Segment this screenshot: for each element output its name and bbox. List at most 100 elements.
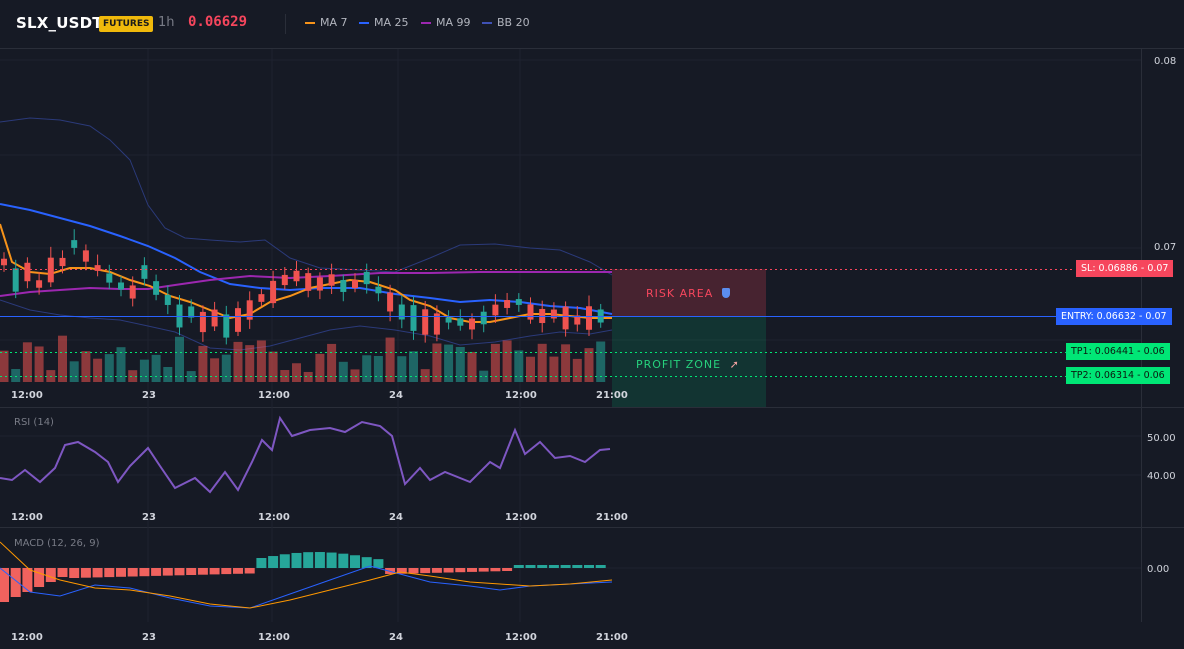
candle-body <box>270 280 277 304</box>
macd-histogram-bar <box>467 568 477 572</box>
macd-histogram-bar <box>104 568 115 578</box>
volume-bar <box>596 341 606 382</box>
volume-bar <box>526 356 535 382</box>
macd-title: MACD (12, 26, 9) <box>14 538 100 549</box>
time-label: 12:00 <box>11 632 43 643</box>
symbol-name[interactable]: SLX_USDT <box>16 14 103 32</box>
sl-axis-value: 0.07 <box>1147 263 1169 274</box>
volume-bar <box>303 371 313 382</box>
profit-zone-text: PROFIT ZONE <box>636 358 722 371</box>
candle-body <box>316 277 323 291</box>
macd-histogram-bar <box>572 565 583 568</box>
ma7-line <box>0 223 612 323</box>
volume-bar <box>409 351 418 382</box>
volume-bar <box>268 351 278 382</box>
time-label: 12:00 <box>258 632 290 643</box>
volume-bar <box>455 346 465 382</box>
candle-body <box>574 315 581 325</box>
candle-body <box>293 270 300 282</box>
tp1-price-tag[interactable]: TP1: 0.06441 - 0.06 <box>1066 343 1170 360</box>
volume-bar <box>432 343 442 382</box>
macd-histogram-bar <box>197 568 208 575</box>
macd-histogram-bar <box>548 565 559 568</box>
candle-body <box>211 309 218 327</box>
entry-price-tag[interactable]: ENTRY: 0.06632 - 0.07 <box>1056 308 1172 325</box>
candle-body <box>94 265 101 271</box>
grid <box>0 49 1141 622</box>
volume-bar <box>139 359 149 382</box>
risk-area-text: RISK AREA <box>646 287 714 300</box>
volume-bar <box>0 350 9 382</box>
legend-ma99[interactable]: MA 99 <box>421 16 471 29</box>
macd-histogram-bar <box>209 568 220 575</box>
time-label: 24 <box>389 512 403 523</box>
candlesticks[interactable] <box>1 229 604 345</box>
legend-bb20[interactable]: BB 20 <box>482 16 530 29</box>
candle-body <box>106 273 113 283</box>
risk-area-label: RISK AREA <box>646 287 730 300</box>
volume-bar <box>373 355 383 382</box>
candle-body <box>223 314 230 338</box>
volume-bar <box>175 336 184 382</box>
candle-body <box>433 313 440 335</box>
macd-histogram-bar <box>408 568 419 574</box>
last-price: 0.06629 <box>188 14 248 30</box>
candle-body <box>118 282 124 290</box>
interval-label[interactable]: 1h <box>158 15 175 30</box>
bollinger-bands <box>0 117 613 351</box>
sl-price-tag[interactable]: SL: 0.06886 - 0.07 <box>1076 260 1174 277</box>
volume-bar <box>420 369 430 382</box>
legend-ma7-label: MA 7 <box>320 16 348 29</box>
volume-bar <box>198 345 208 382</box>
entry-axis-value: 0.07 <box>1145 311 1167 322</box>
candle-body <box>352 279 358 289</box>
candle-body <box>398 304 405 320</box>
candle-body <box>188 306 195 318</box>
macd-axis-label: 0.00 <box>1147 564 1169 575</box>
volume-bar <box>11 369 21 382</box>
volume-bar <box>444 344 454 382</box>
volume-bar <box>467 351 477 382</box>
tp2-price-tag[interactable]: TP2: 0.06314 - 0.06 <box>1066 367 1170 384</box>
macd-histogram-bar <box>291 552 302 568</box>
tp2-axis-value: 0.06 <box>1143 370 1165 381</box>
legend-ma7[interactable]: MA 7 <box>305 16 348 29</box>
candle-body <box>235 308 241 332</box>
macd-histogram-bar <box>431 568 442 573</box>
rsi-axis-label: 50.00 <box>1147 433 1176 444</box>
macd-histogram-bar <box>373 559 384 568</box>
volume-bar <box>514 350 524 382</box>
candle-body <box>562 306 569 330</box>
macd-histogram-bar <box>502 568 513 571</box>
header-divider <box>285 14 286 34</box>
candle-body <box>527 304 534 320</box>
macd-histogram-bar <box>361 557 372 568</box>
macd-histogram-bar <box>162 568 173 576</box>
legend-ma25[interactable]: MA 25 <box>359 16 409 29</box>
time-label: 24 <box>389 390 403 401</box>
volume-bar <box>69 361 79 382</box>
macd-histogram-bar <box>279 554 290 568</box>
candle-body <box>457 318 464 326</box>
chart-header: SLX_USDT FUTURES 1h 0.06629 MA 7 MA 25 M… <box>0 0 1184 48</box>
volume-bar <box>81 351 91 382</box>
macd-histogram-bar <box>326 552 337 568</box>
volume-bar <box>584 348 594 382</box>
time-label: 24 <box>389 632 403 643</box>
time-axis-macd: 12:00 23 12:00 24 12:00 21:00 <box>11 632 628 643</box>
macd-histogram-bar <box>303 552 314 568</box>
candle-body <box>164 295 171 305</box>
price-axis-label: 0.07 <box>1154 242 1176 253</box>
candle-body <box>492 304 499 316</box>
candle-body <box>246 300 253 320</box>
time-label: 12:00 <box>11 512 43 523</box>
candle-body <box>12 268 19 292</box>
time-label: 12:00 <box>11 390 43 401</box>
rsi-title: RSI (14) <box>14 417 54 428</box>
candle-body <box>1 258 7 266</box>
tp1-tag-text: TP1: 0.06441 <box>1071 346 1135 357</box>
volume-bar <box>502 340 512 382</box>
volume-bar <box>151 354 161 382</box>
macd-histogram-bar <box>10 568 21 597</box>
